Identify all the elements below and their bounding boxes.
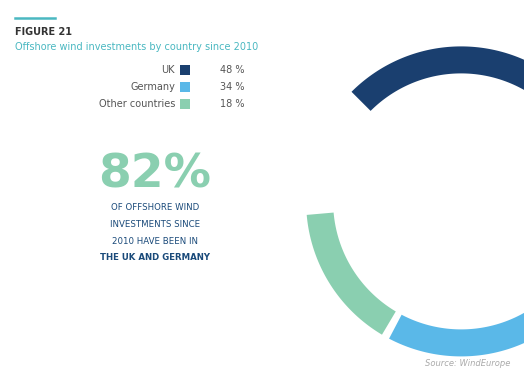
Text: Other countries: Other countries <box>99 99 175 109</box>
Text: FIGURE 21: FIGURE 21 <box>15 27 72 37</box>
Text: Offshore wind investments by country since 2010: Offshore wind investments by country sin… <box>15 42 258 52</box>
Polygon shape <box>389 235 524 356</box>
Text: 48 %: 48 % <box>220 65 245 75</box>
Text: UK: UK <box>161 65 175 75</box>
Text: Germany: Germany <box>130 82 175 92</box>
Text: INVESTMENTS SINCE: INVESTMENTS SINCE <box>110 220 200 229</box>
Polygon shape <box>307 212 396 335</box>
Text: OF OFFSHORE WIND: OF OFFSHORE WIND <box>111 204 199 212</box>
Polygon shape <box>352 46 524 234</box>
Text: 82%: 82% <box>99 152 212 198</box>
Bar <box>180 65 190 75</box>
Text: Source: WindEurope: Source: WindEurope <box>424 359 510 368</box>
Bar <box>180 99 190 109</box>
Bar <box>180 82 190 92</box>
Text: 2010 HAVE BEEN IN: 2010 HAVE BEEN IN <box>112 236 198 245</box>
Text: THE UK AND GERMANY: THE UK AND GERMANY <box>100 253 210 262</box>
Text: 34 %: 34 % <box>220 82 245 92</box>
Text: 18 %: 18 % <box>220 99 245 109</box>
